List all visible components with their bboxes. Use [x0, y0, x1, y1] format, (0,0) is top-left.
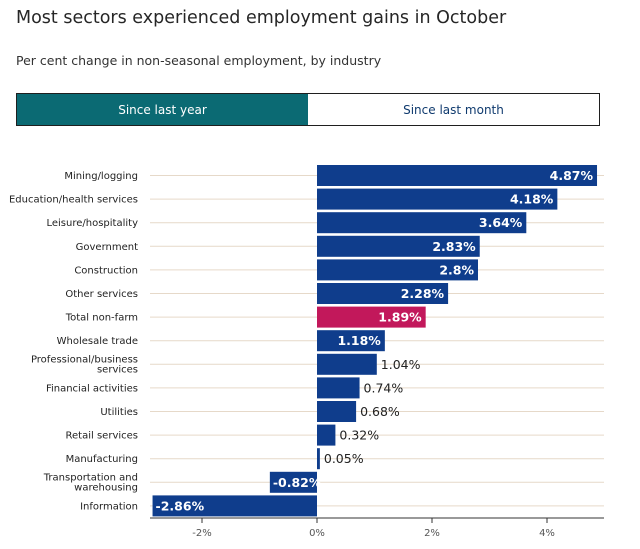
value-label: 2.28% [401, 286, 445, 301]
bar [317, 377, 360, 399]
bar [317, 283, 449, 304]
bar [317, 165, 598, 186]
bar [317, 235, 480, 257]
category-label: Utilities [100, 407, 138, 418]
bar [317, 448, 320, 470]
bar [317, 188, 558, 210]
bar [317, 212, 527, 234]
bar [317, 259, 478, 281]
category-label: Transportation and warehousing [43, 472, 138, 493]
category-label: Education/health services [9, 195, 138, 206]
tab-since-last-year[interactable]: Since last year [17, 94, 308, 125]
value-label: 0.74% [364, 380, 404, 395]
x-tick-label: -2% [192, 528, 211, 539]
value-label: 1.89% [378, 310, 422, 325]
category-label: Total non-farm [65, 313, 138, 324]
value-label: 4.87% [550, 168, 594, 183]
value-label: 2.83% [432, 239, 476, 254]
value-label: -2.86% [156, 498, 205, 513]
category-label: Construction [74, 265, 138, 276]
tab-since-last-month[interactable]: Since last month [308, 94, 599, 125]
category-label: Leisure/hospitality [46, 218, 138, 229]
value-label: -0.82% [273, 475, 322, 490]
category-label: Government [76, 242, 138, 253]
bar [317, 401, 357, 422]
value-label: 2.8% [439, 262, 474, 277]
category-label: Manufacturing [66, 454, 138, 465]
category-label: Financial activities [46, 383, 138, 394]
bar [317, 353, 377, 375]
bar [317, 330, 385, 352]
category-label: Professional/business services [31, 354, 138, 375]
category-label: Wholesale trade [57, 336, 138, 347]
category-label: Mining/logging [64, 171, 138, 182]
category-label: Other services [65, 289, 138, 300]
bar [317, 424, 336, 446]
value-label: 0.32% [339, 428, 379, 443]
bar [317, 306, 426, 328]
x-tick-label: 4% [539, 528, 555, 539]
value-label: 0.68% [360, 404, 400, 419]
category-label: Information [80, 501, 138, 512]
chart-subtitle: Per cent change in non-seasonal employme… [16, 53, 382, 68]
x-tick-label: 2% [424, 528, 440, 539]
value-label: 1.18% [337, 333, 381, 348]
chart-title: Most sectors experienced employment gain… [16, 8, 507, 28]
x-tick-label: 0% [309, 528, 325, 539]
category-label: Retail services [66, 431, 138, 442]
tab-bar: Since last year Since last month [16, 93, 600, 126]
value-label: 1.04% [381, 357, 421, 372]
value-label: 3.64% [479, 215, 523, 230]
value-label: 0.05% [324, 451, 364, 466]
value-label: 4.18% [510, 192, 554, 207]
bar [152, 495, 317, 517]
bar [269, 471, 317, 493]
